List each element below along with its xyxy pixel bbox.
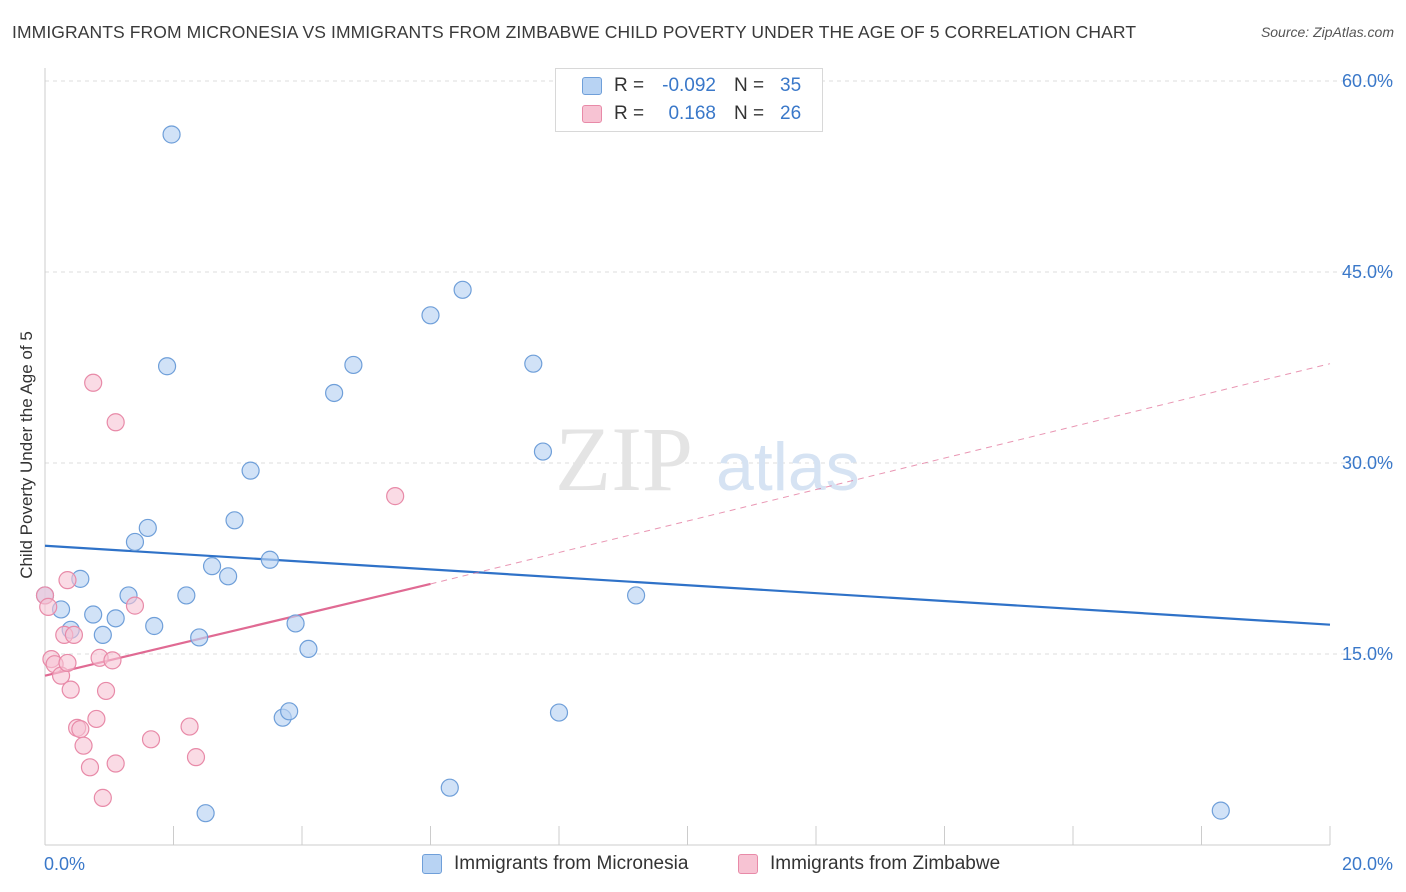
micronesia-point [162, 125, 181, 144]
y-tick-label: 15.0% [1342, 644, 1393, 664]
axes [44, 68, 1331, 846]
micronesia-point [93, 625, 112, 645]
grid-lines [45, 80, 1393, 655]
zimbabwe-point [141, 730, 161, 749]
micronesia-point [549, 703, 569, 722]
zimbabwe-point [74, 736, 93, 755]
zimbabwe-point [106, 754, 125, 773]
micronesia-point [344, 355, 363, 375]
micronesia-point [202, 557, 222, 576]
watermark-atlas: atlas [716, 429, 860, 505]
zimbabwe-point [58, 653, 77, 673]
zimbabwe-point [61, 680, 80, 699]
legend-n-value: 35 [780, 75, 802, 96]
micronesia-point [106, 609, 125, 628]
legend-r-label: R = [614, 103, 645, 124]
zimbabwe-point [103, 651, 122, 670]
micronesia-point [145, 616, 164, 636]
zimbabwe-swatch [582, 105, 602, 123]
micronesia-point [260, 550, 279, 569]
micronesia-point [421, 306, 440, 325]
zimbabwe-point [87, 709, 106, 729]
zimbabwe-point [84, 373, 103, 392]
micronesia-point [453, 280, 472, 299]
micronesia-point [286, 614, 305, 633]
x-tick-label: 20.0% [1342, 854, 1393, 874]
legend-row-zimbabwe: R = 0.168 N = 26 [556, 101, 801, 127]
zimbabwe-trend-extension [430, 363, 1331, 585]
zimbabwe-point [64, 625, 84, 645]
data-points [35, 125, 1230, 823]
zimbabwe-point [386, 487, 405, 506]
micronesia-point [196, 804, 215, 823]
y-tick-label: 45.0% [1342, 262, 1393, 282]
micronesia-point [1211, 801, 1230, 820]
micronesia-point [440, 778, 459, 797]
micronesia-point [524, 354, 543, 373]
watermark-zip: ZIP [555, 408, 693, 510]
micronesia-point [84, 605, 103, 624]
zimbabwe-point [71, 720, 90, 739]
legend-n-label: N = [734, 103, 765, 124]
zimbabwe-point [39, 597, 58, 616]
legend-r-value: -0.092 [662, 75, 716, 96]
zimbabwe-point [186, 748, 206, 767]
micronesia-point [225, 511, 244, 530]
correlation-legend: R = -0.092 N = 35 R = 0.168 N = 26 [555, 68, 823, 132]
micronesia-point [533, 442, 553, 461]
legend-r-label: R = [614, 75, 645, 96]
legend-n-value: 26 [780, 103, 802, 124]
micronesia-point [190, 628, 209, 647]
micronesia-point [325, 383, 344, 403]
bottom-legend-micronesia: Immigrants from Micronesia [422, 852, 688, 876]
source-label: Source: ZipAtlas.com [1260, 24, 1394, 40]
chart-title: IMMIGRANTS FROM MICRONESIA VS IMMIGRANTS… [12, 22, 1137, 42]
zimbabwe-point [180, 717, 199, 736]
zimbabwe-point [80, 758, 100, 777]
zimbabwe-legend-swatch [738, 854, 758, 874]
micronesia-swatch [582, 77, 602, 95]
legend-row-micronesia: R = -0.092 N = 35 [556, 73, 801, 99]
y-tick-label: 60.0% [1342, 71, 1393, 91]
micronesia-trend-line [44, 544, 1331, 626]
y-axis-label: Child Poverty Under the Age of 5 [17, 331, 36, 579]
zimbabwe-point [58, 571, 77, 590]
micronesia-point [626, 586, 646, 605]
bottom-legend-zimbabwe: Immigrants from Zimbabwe [738, 852, 1000, 876]
x-tick-label: 0.0% [44, 854, 85, 874]
zimbabwe-point [93, 788, 112, 807]
micronesia-point [280, 702, 299, 721]
micronesia-point [241, 461, 260, 480]
micronesia-point [125, 532, 145, 552]
micronesia-point [219, 567, 238, 586]
zimbabwe-point [96, 681, 116, 701]
tick-labels: 15.0% 30.0% 45.0% 60.0% 0.0% 20.0% [44, 71, 1393, 874]
micronesia-legend-swatch [422, 854, 442, 874]
watermark: ZIP atlas [555, 408, 860, 510]
legend-r-value: 0.168 [668, 103, 716, 124]
legend-n-label: N = [734, 75, 765, 96]
micronesia-point [299, 639, 318, 659]
zimbabwe-legend-label: Immigrants from Zimbabwe [770, 853, 1001, 874]
y-tick-label: 30.0% [1342, 453, 1393, 473]
zimbabwe-point [106, 413, 125, 432]
micronesia-point [157, 357, 177, 376]
micronesia-legend-label: Immigrants from Micronesia [454, 853, 689, 874]
micronesia-point [138, 518, 157, 538]
zimbabwe-point [125, 596, 145, 615]
micronesia-point [177, 586, 196, 605]
